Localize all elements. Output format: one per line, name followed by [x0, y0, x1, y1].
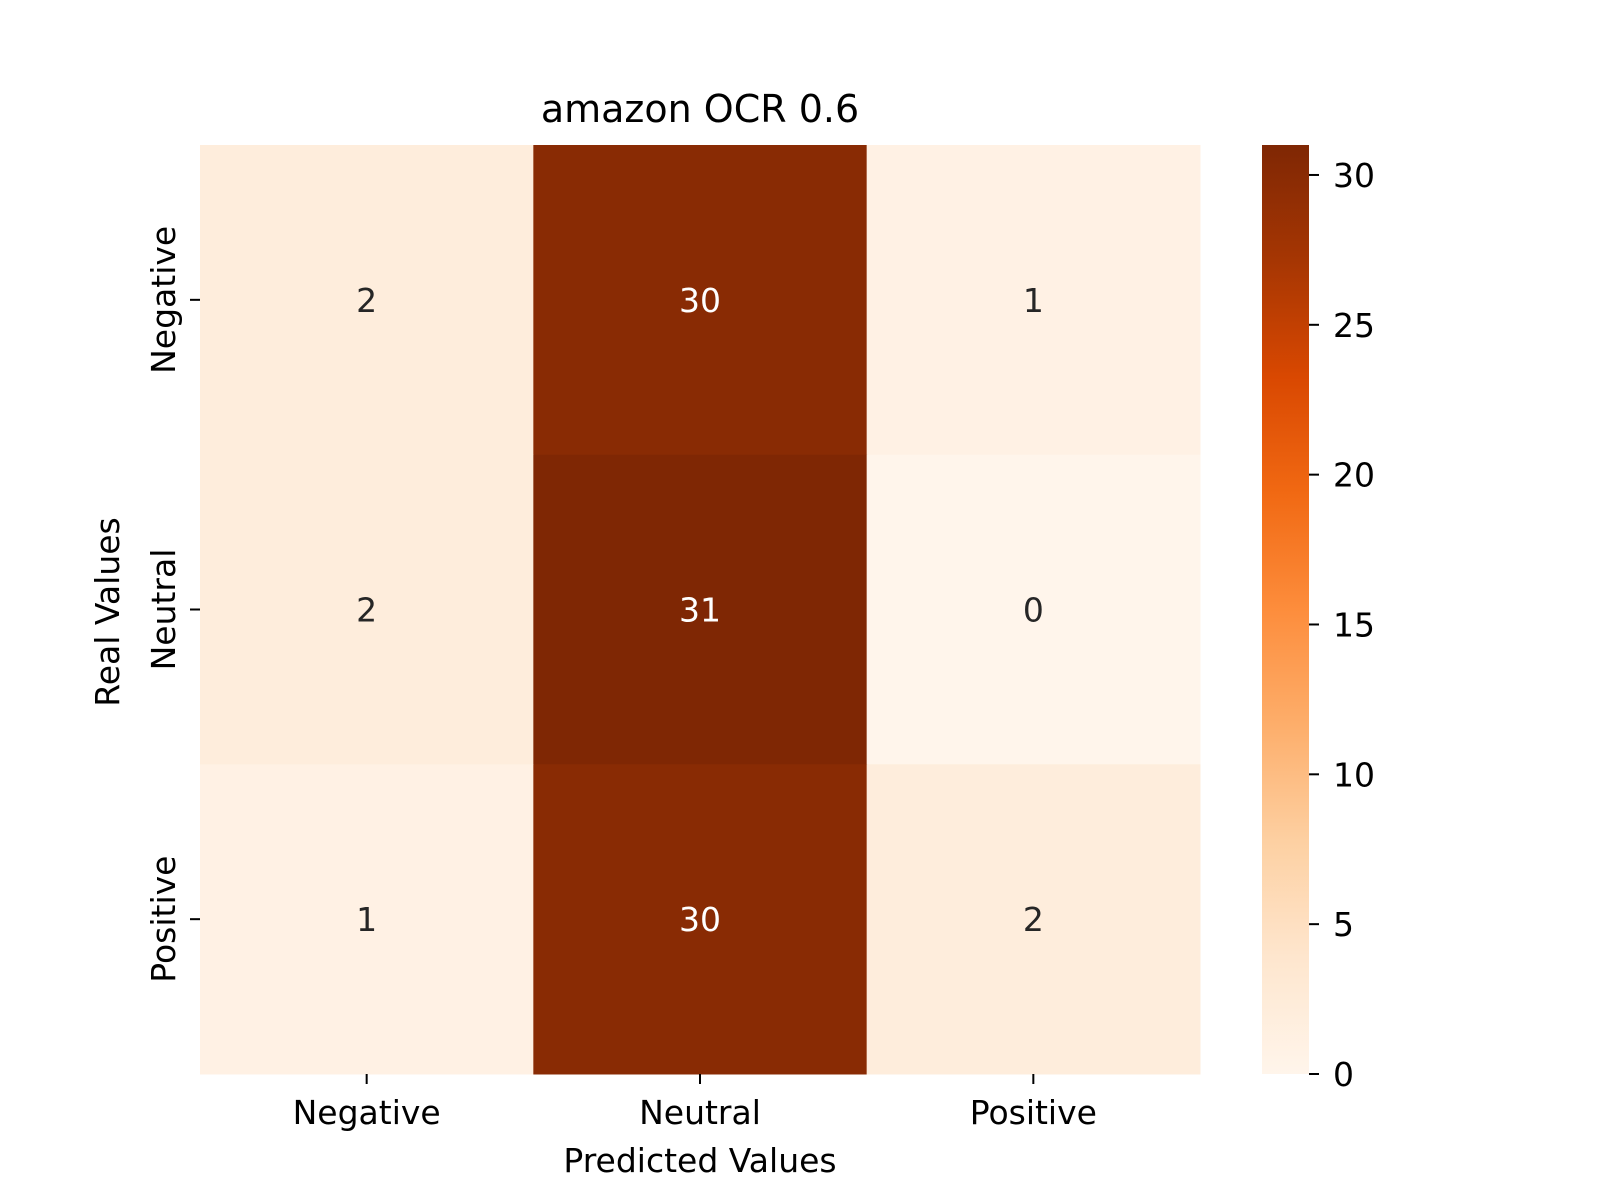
cell-value-label: 2 — [356, 281, 377, 320]
cell-value-label: 30 — [679, 900, 721, 939]
chart-title: amazon OCR 0.6 — [541, 87, 859, 131]
x-tick-label: Positive — [970, 1093, 1097, 1132]
x-axis-label: Predicted Values — [563, 1141, 836, 1180]
cell-value-label: 0 — [1023, 591, 1044, 630]
y-tick-label: Neutral — [144, 549, 183, 671]
heatmap-annotations: 2 30 1 2 31 0 1 30 2 — [356, 281, 1044, 939]
heatmap-cells — [200, 145, 1201, 1075]
x-axis: Negative Neutral Positive — [293, 1074, 1097, 1132]
heatmap-cell — [200, 454, 534, 765]
colorbar-tick-label: 25 — [1333, 306, 1375, 345]
heatmap-cell — [866, 764, 1201, 1075]
colorbar-ticks: 0 5 10 15 20 25 30 — [1309, 156, 1375, 1094]
heatmap-cell — [200, 145, 534, 456]
cell-value-label: 2 — [356, 591, 377, 630]
colorbar-tick-label: 5 — [1333, 905, 1354, 944]
cell-value-label: 1 — [356, 900, 377, 939]
colorbar — [1262, 145, 1309, 1074]
y-tick-label: Positive — [144, 856, 183, 983]
y-tick-label: Negative — [144, 226, 183, 374]
heatmap-cell — [533, 764, 868, 1075]
heatmap-cell — [866, 454, 1201, 765]
colorbar-tick-label: 15 — [1333, 605, 1375, 644]
heatmap-cell — [200, 764, 534, 1075]
cell-value-label: 31 — [679, 591, 721, 630]
x-tick-label: Neutral — [639, 1093, 761, 1132]
cell-value-label: 30 — [679, 281, 721, 320]
colorbar-tick-label: 10 — [1333, 755, 1375, 794]
cell-value-label: 2 — [1023, 900, 1044, 939]
y-axis: Negative Neutral Positive — [144, 226, 200, 983]
heatmap-cell — [866, 145, 1201, 456]
colorbar-tick-label: 0 — [1333, 1055, 1354, 1094]
heatmap-cell — [533, 454, 868, 765]
heatmap-cell — [533, 145, 868, 456]
colorbar-tick-label: 20 — [1333, 456, 1375, 495]
cell-value-label: 1 — [1023, 281, 1044, 320]
x-tick-label: Negative — [293, 1093, 441, 1132]
colorbar-tick-label: 30 — [1333, 156, 1375, 195]
y-axis-label: Real Values — [88, 517, 127, 706]
